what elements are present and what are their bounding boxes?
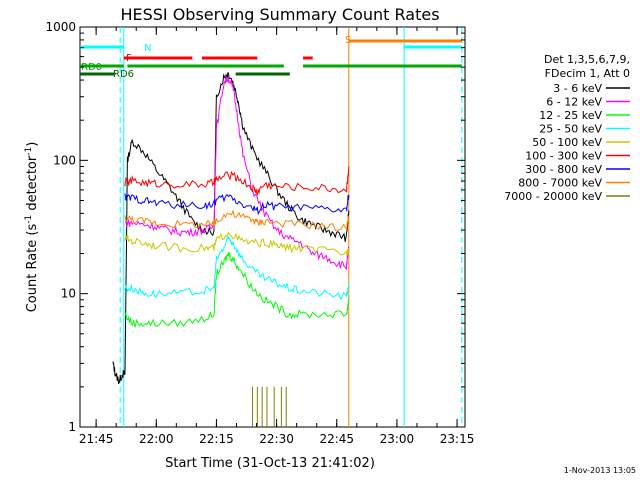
legend-entry-label: 50 - 100 keV (532, 136, 602, 149)
legend-entry-label: 6 - 12 keV (546, 96, 602, 109)
y-axis-label-part: detector (25, 155, 40, 215)
flag-label-rd6: RD6 (113, 69, 134, 80)
x-tick-label: 23:15 (440, 432, 475, 446)
y-axis-label-superscript: -1 (24, 215, 34, 224)
x-tick-label: 22:15 (199, 432, 234, 446)
x-tick-label: 23:00 (380, 432, 415, 446)
plot-frame (79, 26, 466, 428)
series-line-4 (124, 231, 350, 256)
plot-area (79, 26, 466, 428)
chart-title: HESSI Observing Summary Count Rates (120, 5, 439, 24)
series-lines (112, 72, 350, 427)
y-axis-label-superscript: -1 (24, 147, 34, 156)
flag-label-rd0: RD0 (81, 62, 102, 73)
legend-entry-label: 100 - 300 keV (525, 150, 602, 163)
series-line-5 (124, 166, 350, 196)
flag-bars: N F RD0 RD6 S (80, 35, 462, 80)
flag-label-s: S (345, 35, 351, 46)
legend-entry-label: 300 - 800 keV (525, 163, 602, 176)
legend-header-line: FDecim 1, Att 0 (545, 67, 630, 80)
y-axis-label-part: Count Rate (s (25, 224, 40, 313)
x-tick-label: 22:45 (319, 432, 354, 446)
y-axis-label: Count Rate (s-1 detector-1) (24, 142, 40, 313)
series-line-2 (124, 252, 350, 328)
legend-entry-label: 800 - 7000 keV (518, 177, 602, 190)
y-tick-label: 100 (53, 153, 76, 167)
y-axis-label-part: ) (25, 142, 40, 147)
y-tick-label: 1 (68, 420, 76, 434)
legend-entry-label: 12 - 25 keV (539, 109, 602, 122)
series-line-6 (124, 192, 350, 216)
y-tick-label: 1000 (45, 20, 76, 34)
legend-entry-label: 25 - 50 keV (539, 123, 602, 136)
legend-header-line: Det 1,3,5,6,7,9, (544, 53, 630, 66)
legend-entry-label: 3 - 6 keV (553, 82, 602, 95)
series-line-3 (124, 235, 350, 301)
x-axis-label: Start Time (31-Oct-13 21:41:02) (165, 456, 375, 471)
x-tick-label: 21:45 (79, 432, 114, 446)
legend: Det 1,3,5,6,7,9, FDecim 1, Att 0 3 - 6 k… (504, 53, 630, 203)
x-tick-label: 22:00 (139, 432, 174, 446)
series-line-7 (124, 209, 350, 231)
x-axis: 21:45 22:00 22:15 22:30 22:45 23:00 23:15 (79, 27, 475, 446)
series-line-1 (124, 75, 350, 271)
flag-label-n: N (144, 43, 151, 54)
vertical-markers (119, 27, 463, 427)
legend-entry-label: 7000 - 20000 keV (504, 190, 602, 203)
y-tick-label: 10 (61, 287, 76, 301)
y-axis: 1 10 100 1000 (45, 20, 465, 434)
x-tick-label: 22:30 (259, 432, 294, 446)
generated-timestamp: 1-Nov-2013 13:05 (564, 466, 636, 475)
flag-label-f: F (126, 53, 132, 64)
